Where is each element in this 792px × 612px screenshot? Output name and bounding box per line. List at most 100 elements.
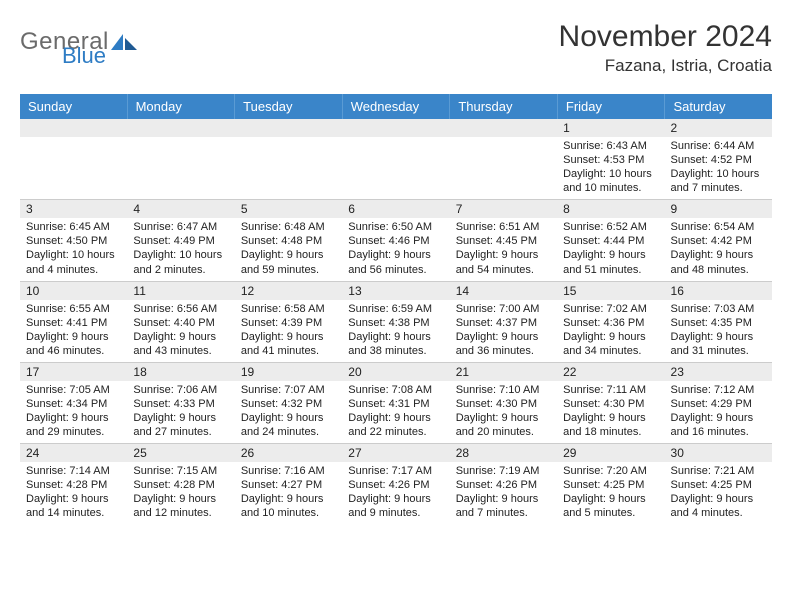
day-cell	[450, 119, 557, 199]
day-number	[20, 119, 127, 137]
sunset: Sunset: 4:40 PM	[133, 316, 228, 330]
day-body: Sunrise: 6:52 AMSunset: 4:44 PMDaylight:…	[557, 218, 664, 280]
day-number	[342, 119, 449, 137]
sunrise: Sunrise: 6:54 AM	[671, 220, 766, 234]
sunset: Sunset: 4:25 PM	[671, 478, 766, 492]
day-body: Sunrise: 7:11 AMSunset: 4:30 PMDaylight:…	[557, 381, 664, 443]
day-body: Sunrise: 7:02 AMSunset: 4:36 PMDaylight:…	[557, 300, 664, 362]
day-cell: 18Sunrise: 7:06 AMSunset: 4:33 PMDayligh…	[127, 363, 234, 443]
day-cell: 14Sunrise: 7:00 AMSunset: 4:37 PMDayligh…	[450, 282, 557, 362]
day-number: 23	[665, 363, 772, 381]
sunrise: Sunrise: 7:11 AM	[563, 383, 658, 397]
sunset: Sunset: 4:28 PM	[133, 478, 228, 492]
sunset: Sunset: 4:45 PM	[456, 234, 551, 248]
day-cell: 24Sunrise: 7:14 AMSunset: 4:28 PMDayligh…	[20, 444, 127, 524]
sunrise: Sunrise: 6:52 AM	[563, 220, 658, 234]
week-row: 17Sunrise: 7:05 AMSunset: 4:34 PMDayligh…	[20, 362, 772, 443]
day-number: 15	[557, 282, 664, 300]
sunrise: Sunrise: 7:16 AM	[241, 464, 336, 478]
day-number: 10	[20, 282, 127, 300]
day-number: 25	[127, 444, 234, 462]
day-body: Sunrise: 7:20 AMSunset: 4:25 PMDaylight:…	[557, 462, 664, 524]
day-number: 16	[665, 282, 772, 300]
daylight: Daylight: 10 hours and 2 minutes.	[133, 248, 228, 276]
sunset: Sunset: 4:37 PM	[456, 316, 551, 330]
day-body	[342, 137, 449, 143]
weekday-tue: Tuesday	[235, 94, 343, 119]
day-body: Sunrise: 6:44 AMSunset: 4:52 PMDaylight:…	[665, 137, 772, 199]
day-body: Sunrise: 6:55 AMSunset: 4:41 PMDaylight:…	[20, 300, 127, 362]
day-cell	[20, 119, 127, 199]
day-cell: 3Sunrise: 6:45 AMSunset: 4:50 PMDaylight…	[20, 200, 127, 280]
day-body: Sunrise: 7:06 AMSunset: 4:33 PMDaylight:…	[127, 381, 234, 443]
daylight: Daylight: 9 hours and 41 minutes.	[241, 330, 336, 358]
sunrise: Sunrise: 7:14 AM	[26, 464, 121, 478]
sunrise: Sunrise: 7:06 AM	[133, 383, 228, 397]
sunrise: Sunrise: 7:07 AM	[241, 383, 336, 397]
sunrise: Sunrise: 6:51 AM	[456, 220, 551, 234]
daylight: Daylight: 9 hours and 27 minutes.	[133, 411, 228, 439]
day-cell: 23Sunrise: 7:12 AMSunset: 4:29 PMDayligh…	[665, 363, 772, 443]
day-cell	[342, 119, 449, 199]
daylight: Daylight: 9 hours and 48 minutes.	[671, 248, 766, 276]
day-number: 3	[20, 200, 127, 218]
daylight: Daylight: 10 hours and 4 minutes.	[26, 248, 121, 276]
day-body: Sunrise: 6:50 AMSunset: 4:46 PMDaylight:…	[342, 218, 449, 280]
sunrise: Sunrise: 6:47 AM	[133, 220, 228, 234]
sunset: Sunset: 4:33 PM	[133, 397, 228, 411]
day-body	[450, 137, 557, 143]
sunset: Sunset: 4:30 PM	[456, 397, 551, 411]
sunset: Sunset: 4:30 PM	[563, 397, 658, 411]
day-cell: 10Sunrise: 6:55 AMSunset: 4:41 PMDayligh…	[20, 282, 127, 362]
day-body: Sunrise: 7:19 AMSunset: 4:26 PMDaylight:…	[450, 462, 557, 524]
day-cell: 9Sunrise: 6:54 AMSunset: 4:42 PMDaylight…	[665, 200, 772, 280]
sunrise: Sunrise: 7:15 AM	[133, 464, 228, 478]
daylight: Daylight: 9 hours and 56 minutes.	[348, 248, 443, 276]
daylight: Daylight: 9 hours and 4 minutes.	[671, 492, 766, 520]
daylight: Daylight: 9 hours and 9 minutes.	[348, 492, 443, 520]
sunrise: Sunrise: 6:50 AM	[348, 220, 443, 234]
day-number: 19	[235, 363, 342, 381]
sunset: Sunset: 4:53 PM	[563, 153, 658, 167]
day-body: Sunrise: 7:14 AMSunset: 4:28 PMDaylight:…	[20, 462, 127, 524]
sunset: Sunset: 4:29 PM	[671, 397, 766, 411]
brand-logo: General Blue	[20, 20, 139, 56]
day-number: 12	[235, 282, 342, 300]
daylight: Daylight: 9 hours and 46 minutes.	[26, 330, 121, 358]
day-number: 8	[557, 200, 664, 218]
day-cell: 30Sunrise: 7:21 AMSunset: 4:25 PMDayligh…	[665, 444, 772, 524]
sunset: Sunset: 4:32 PM	[241, 397, 336, 411]
day-body: Sunrise: 7:16 AMSunset: 4:27 PMDaylight:…	[235, 462, 342, 524]
daylight: Daylight: 9 hours and 34 minutes.	[563, 330, 658, 358]
day-cell: 28Sunrise: 7:19 AMSunset: 4:26 PMDayligh…	[450, 444, 557, 524]
daylight: Daylight: 9 hours and 36 minutes.	[456, 330, 551, 358]
day-number: 6	[342, 200, 449, 218]
day-body: Sunrise: 7:00 AMSunset: 4:37 PMDaylight:…	[450, 300, 557, 362]
daylight: Daylight: 10 hours and 10 minutes.	[563, 167, 658, 195]
sunrise: Sunrise: 6:43 AM	[563, 139, 658, 153]
title-block: November 2024 Fazana, Istria, Croatia	[559, 20, 772, 76]
day-number: 11	[127, 282, 234, 300]
day-cell: 15Sunrise: 7:02 AMSunset: 4:36 PMDayligh…	[557, 282, 664, 362]
sunrise: Sunrise: 7:17 AM	[348, 464, 443, 478]
day-body: Sunrise: 7:12 AMSunset: 4:29 PMDaylight:…	[665, 381, 772, 443]
sunset: Sunset: 4:35 PM	[671, 316, 766, 330]
day-cell: 1Sunrise: 6:43 AMSunset: 4:53 PMDaylight…	[557, 119, 664, 199]
week-row: 3Sunrise: 6:45 AMSunset: 4:50 PMDaylight…	[20, 199, 772, 280]
day-number: 22	[557, 363, 664, 381]
daylight: Daylight: 9 hours and 14 minutes.	[26, 492, 121, 520]
weekday-fri: Friday	[558, 94, 666, 119]
day-cell: 16Sunrise: 7:03 AMSunset: 4:35 PMDayligh…	[665, 282, 772, 362]
sunrise: Sunrise: 7:00 AM	[456, 302, 551, 316]
sunset: Sunset: 4:26 PM	[348, 478, 443, 492]
day-number: 2	[665, 119, 772, 137]
day-cell: 20Sunrise: 7:08 AMSunset: 4:31 PMDayligh…	[342, 363, 449, 443]
day-number: 28	[450, 444, 557, 462]
day-number: 21	[450, 363, 557, 381]
day-cell: 2Sunrise: 6:44 AMSunset: 4:52 PMDaylight…	[665, 119, 772, 199]
sunset: Sunset: 4:42 PM	[671, 234, 766, 248]
day-cell: 22Sunrise: 7:11 AMSunset: 4:30 PMDayligh…	[557, 363, 664, 443]
day-body: Sunrise: 6:54 AMSunset: 4:42 PMDaylight:…	[665, 218, 772, 280]
day-cell	[235, 119, 342, 199]
month-title: November 2024	[559, 20, 772, 54]
